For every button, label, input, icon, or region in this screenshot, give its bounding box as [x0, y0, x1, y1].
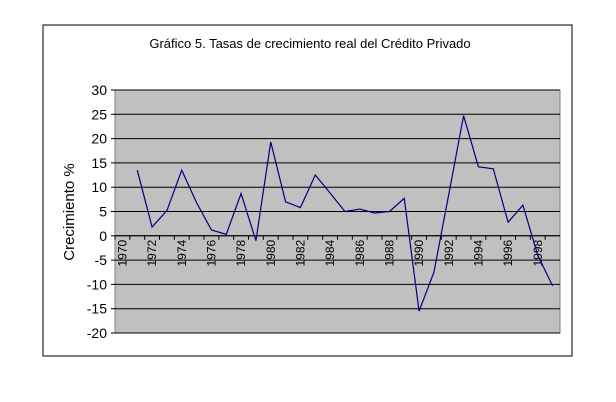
x-tick-label: 1998: [531, 239, 545, 266]
x-tick-label: 1994: [471, 239, 485, 266]
x-tick-label: 1982: [293, 239, 307, 266]
y-tick-label: 30: [91, 82, 107, 98]
y-tick-label: 5: [99, 204, 107, 220]
x-tick-label: 1984: [323, 239, 337, 266]
y-tick-label: 15: [91, 155, 107, 171]
chart-title: Gráfico 5. Tasas de crecimiento real del…: [149, 36, 470, 51]
y-tick-label: -5: [95, 252, 108, 268]
x-tick-label: 1976: [204, 239, 218, 266]
x-tick-label: 1972: [145, 239, 159, 266]
x-tick-label: 1990: [412, 239, 426, 266]
y-tick-label: 0: [99, 228, 107, 244]
y-tick-label: 25: [91, 106, 107, 122]
y-tick-label: -20: [87, 325, 107, 341]
x-tick-label: 1996: [501, 239, 515, 266]
x-tick-label: 1988: [382, 239, 396, 266]
y-tick-label: -10: [87, 276, 107, 292]
y-axis-title: Crecimiento %: [61, 163, 78, 261]
y-tick-label: 10: [91, 179, 107, 195]
y-tick-label: 20: [91, 131, 107, 147]
x-tick-label: 1986: [353, 239, 367, 266]
x-tick-label: 1980: [264, 239, 278, 266]
x-tick-label: 1970: [115, 239, 129, 266]
x-tick-label: 1978: [234, 239, 248, 266]
y-tick-label: -15: [87, 301, 107, 317]
data-line: [136, 115, 554, 312]
x-tick-label: 1992: [442, 239, 456, 266]
x-tick-label: 1974: [175, 239, 189, 266]
